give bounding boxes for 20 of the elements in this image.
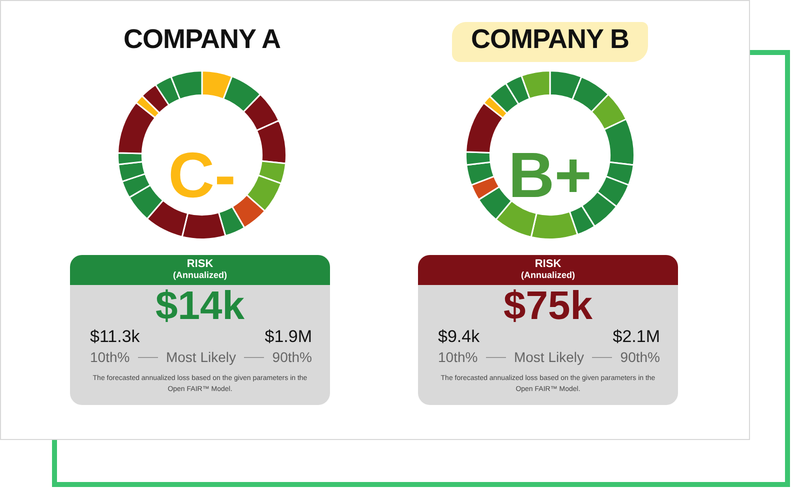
text: $2.1M [612,327,660,347]
text: $11.3k [90,327,140,347]
text: (Annualized) [520,270,576,280]
text: Most Likely [514,349,584,365]
text: $9.4k [438,327,480,347]
text: 10th% [90,349,130,365]
text: RISK [534,257,562,270]
chart-title: COMPANY A [122,24,282,55]
text: $14k [154,284,246,328]
text: RISK [186,257,214,270]
text: 90th% [620,349,660,365]
text: $1.9M [264,327,312,347]
text: Most Likely [166,349,236,365]
text: $75k [502,284,594,328]
text: 10th% [438,349,478,365]
chart-title: COMPANY B [470,24,630,55]
text: C- [167,139,237,211]
text: B+ [507,139,593,211]
text: 90th% [272,349,312,365]
text: (Annualized) [172,270,228,280]
